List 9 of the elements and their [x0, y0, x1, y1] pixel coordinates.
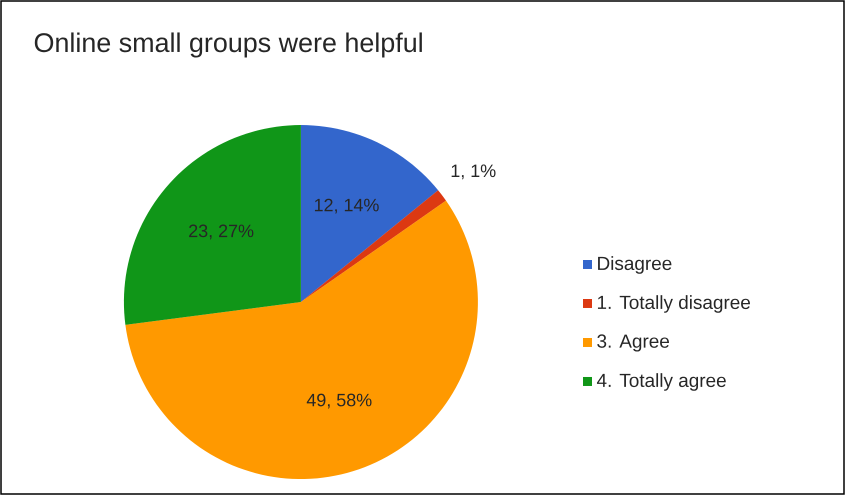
legend-label: Disagree: [598, 256, 672, 274]
data-label: 49, 58%: [306, 394, 372, 408]
legend-label: 4. Totally agree: [596, 373, 726, 391]
legend-label: 1. Totally disagree: [598, 295, 750, 313]
data-label: 12, 14%: [314, 198, 379, 214]
data-label: 23, 27%: [189, 224, 254, 240]
data-label: 1, 1%: [452, 164, 496, 180]
chart-title: Online small groups were helpful: [34, 32, 422, 58]
legend-label: 3. Agree: [597, 334, 669, 352]
